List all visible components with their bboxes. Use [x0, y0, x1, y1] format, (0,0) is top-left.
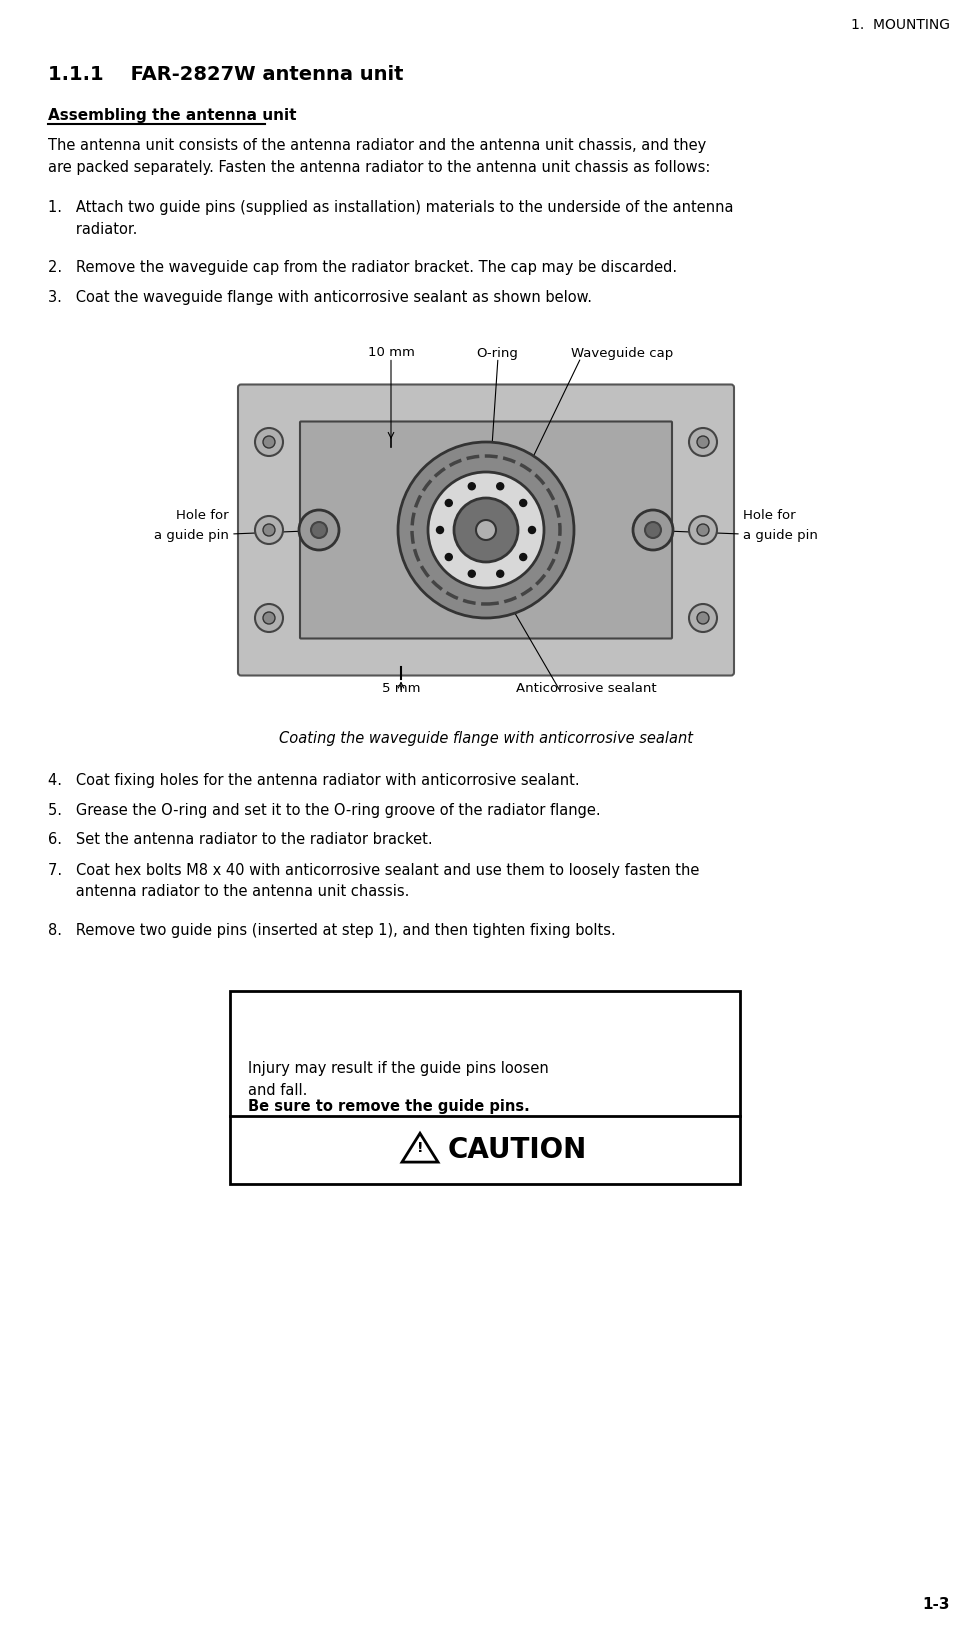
Circle shape	[697, 612, 709, 623]
Text: 4.   Coat fixing holes for the antenna radiator with anticorrosive sealant.: 4. Coat fixing holes for the antenna rad…	[48, 772, 580, 788]
Text: Be sure to remove the guide pins.: Be sure to remove the guide pins.	[248, 1100, 529, 1115]
Circle shape	[496, 483, 504, 490]
Text: 6.   Set the antenna radiator to the radiator bracket.: 6. Set the antenna radiator to the radia…	[48, 832, 433, 847]
Circle shape	[446, 499, 452, 506]
Circle shape	[496, 570, 504, 578]
Text: Assembling the antenna unit: Assembling the antenna unit	[48, 108, 297, 122]
Circle shape	[398, 442, 574, 619]
Circle shape	[697, 524, 709, 535]
Text: 5.   Grease the O-ring and set it to the O-ring groove of the radiator flange.: 5. Grease the O-ring and set it to the O…	[48, 803, 600, 818]
Circle shape	[446, 553, 452, 560]
Circle shape	[255, 428, 283, 455]
Circle shape	[437, 527, 444, 534]
Text: 1.   Attach two guide pins (supplied as installation) materials to the underside: 1. Attach two guide pins (supplied as in…	[48, 201, 734, 237]
Circle shape	[468, 483, 475, 490]
Circle shape	[689, 516, 717, 543]
Text: 2.   Remove the waveguide cap from the radiator bracket. The cap may be discarde: 2. Remove the waveguide cap from the rad…	[48, 259, 677, 276]
Text: Coating the waveguide flange with anticorrosive sealant: Coating the waveguide flange with antico…	[279, 731, 693, 746]
Circle shape	[263, 524, 275, 535]
Circle shape	[645, 522, 661, 539]
Text: 3.   Coat the waveguide flange with anticorrosive sealant as shown below.: 3. Coat the waveguide flange with antico…	[48, 290, 592, 305]
Text: Hole for: Hole for	[176, 509, 229, 522]
Text: CAUTION: CAUTION	[448, 1136, 588, 1164]
Text: 7.   Coat hex bolts M8 x 40 with anticorrosive sealant and use them to loosely f: 7. Coat hex bolts M8 x 40 with anticorro…	[48, 862, 700, 899]
Circle shape	[633, 509, 673, 550]
Text: 1-3: 1-3	[922, 1598, 950, 1612]
Circle shape	[428, 472, 544, 588]
FancyBboxPatch shape	[238, 385, 734, 676]
Circle shape	[263, 612, 275, 623]
Text: 8.   Remove two guide pins (inserted at step 1), and then tighten fixing bolts.: 8. Remove two guide pins (inserted at st…	[48, 922, 616, 937]
Circle shape	[697, 436, 709, 449]
FancyBboxPatch shape	[230, 991, 740, 1183]
Circle shape	[689, 428, 717, 455]
Circle shape	[520, 499, 526, 506]
Text: 10 mm: 10 mm	[368, 346, 414, 359]
Circle shape	[255, 604, 283, 632]
Text: 5 mm: 5 mm	[381, 682, 420, 695]
Text: Injury may result if the guide pins loosen
and fall.: Injury may result if the guide pins loos…	[248, 1061, 549, 1098]
Text: 1.  MOUNTING: 1. MOUNTING	[851, 18, 950, 33]
Text: Anticorrosive sealant: Anticorrosive sealant	[516, 682, 657, 695]
Text: O-ring: O-ring	[476, 346, 518, 359]
Polygon shape	[402, 1133, 438, 1162]
Circle shape	[528, 527, 535, 534]
Circle shape	[263, 436, 275, 449]
Text: Waveguide cap: Waveguide cap	[571, 346, 673, 359]
Text: a guide pin: a guide pin	[154, 529, 229, 542]
FancyBboxPatch shape	[300, 421, 672, 638]
Text: !: !	[416, 1141, 423, 1154]
Circle shape	[520, 553, 526, 560]
Circle shape	[689, 604, 717, 632]
Text: 1.1.1    FAR-2827W antenna unit: 1.1.1 FAR-2827W antenna unit	[48, 65, 404, 83]
Text: Hole for: Hole for	[743, 509, 796, 522]
Circle shape	[454, 498, 518, 561]
Text: a guide pin: a guide pin	[743, 529, 818, 542]
Text: The antenna unit consists of the antenna radiator and the antenna unit chassis, : The antenna unit consists of the antenna…	[48, 139, 710, 175]
Circle shape	[255, 516, 283, 543]
Circle shape	[311, 522, 327, 539]
Circle shape	[299, 509, 339, 550]
Circle shape	[468, 570, 475, 578]
Circle shape	[476, 521, 496, 540]
